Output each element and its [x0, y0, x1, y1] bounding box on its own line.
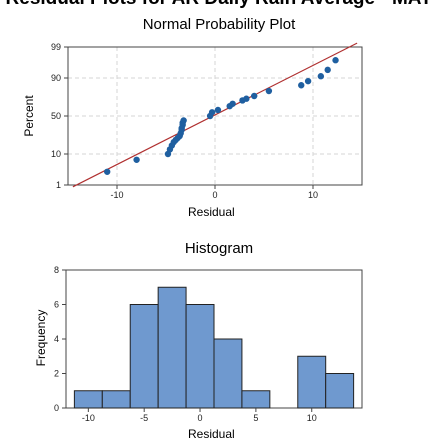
hist-y-axis-label: Frequency	[34, 309, 48, 367]
npp-data-point	[265, 87, 273, 95]
npp-data-point	[298, 82, 305, 89]
hist-bar	[129, 304, 159, 409]
npp-data-point	[180, 117, 187, 124]
hist-y-tick-label: 4	[54, 334, 59, 344]
hist-x-tick-label: -10	[82, 413, 95, 423]
hist-bar	[297, 355, 327, 409]
hist-x-tick-label: 10	[307, 413, 317, 423]
npp-data-point	[332, 57, 339, 64]
npp-data-point	[251, 92, 258, 100]
hist-bar	[73, 390, 103, 409]
npp-x-tick-label: -10	[110, 190, 123, 200]
npp-data-point	[324, 66, 331, 74]
hist-y-tick-label: 0	[54, 403, 59, 413]
histogram-title: Histogram	[184, 240, 254, 257]
histogram-plot: -10 -5 0 5 10 0 2 4 6 8	[54, 265, 363, 423]
hist-bar	[157, 286, 187, 409]
npp-y-tick-label: 90	[51, 73, 61, 83]
hist-bar	[325, 373, 355, 409]
npp-y-axis-label: Percent	[22, 95, 36, 137]
hist-x-tick-label: 0	[198, 413, 203, 423]
hist-y-tick-label: 6	[54, 300, 59, 310]
npp-y-tick-label: 1	[56, 180, 61, 190]
npp-y-tick-label: 10	[51, 149, 61, 159]
npp-data-point	[214, 106, 222, 114]
npp-data-point	[104, 168, 111, 175]
npp-data-point	[304, 77, 312, 85]
hist-x-axis-label: Residual	[188, 427, 235, 441]
hist-y-tick-label: 8	[54, 265, 59, 275]
npp-data-point	[317, 73, 325, 80]
hist-y-tick-label: 2	[54, 369, 59, 379]
npp-y-tick-label: 99	[51, 42, 61, 52]
npp-data-point	[243, 95, 250, 102]
npp-data-point	[229, 100, 236, 107]
npp-x-tick-label: 10	[308, 190, 318, 200]
npp-data-point	[133, 156, 140, 163]
hist-bar	[185, 304, 215, 409]
npp-x-tick-label: 0	[212, 190, 217, 200]
npp-fit-line	[72, 42, 358, 188]
figure-title: Residual Plots for AR Daily Rain Average…	[0, 0, 438, 10]
npp-data-point	[208, 109, 216, 116]
normal-plot-title: Normal Probability Plot	[142, 16, 296, 33]
hist-bar	[101, 390, 131, 409]
npp-y-tick-label: 50	[51, 111, 61, 121]
hist-bar	[241, 390, 271, 409]
normal-probability-plot: -10 0 10 1 10 50 90 99	[51, 42, 363, 200]
hist-bar	[213, 338, 243, 409]
hist-x-tick-label: -5	[140, 413, 148, 423]
npp-x-axis-label: Residual	[188, 205, 235, 219]
hist-x-tick-label: 5	[253, 413, 258, 423]
